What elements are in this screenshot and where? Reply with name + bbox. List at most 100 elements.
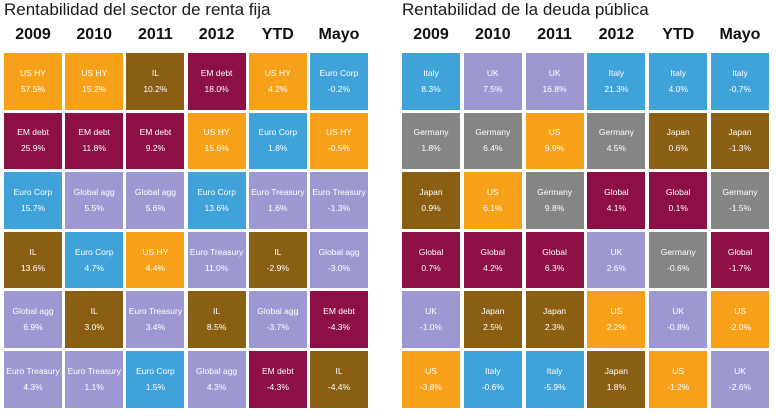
cell-label: US	[610, 306, 623, 317]
table-cell: Germany -1.5%	[711, 172, 769, 229]
cell-value: 15.6%	[204, 143, 229, 154]
cell-value: 10.2%	[143, 83, 168, 94]
cell-label: EM debt	[323, 306, 355, 317]
table-cell: US HY -0.5%	[310, 112, 368, 170]
cell-label: Japan	[419, 186, 443, 197]
table-cell: Euro Treasury 1.6%	[248, 172, 307, 229]
table-cell: Japan -1.3%	[711, 112, 769, 170]
cell-label: Global	[727, 246, 753, 257]
cell-label: Germany	[660, 246, 696, 257]
cell-value: 11.0%	[204, 262, 229, 273]
cell-label: IL	[213, 306, 221, 317]
cell-label: Italy	[546, 365, 563, 376]
table-cell: Euro Corp 15.7%	[4, 172, 62, 229]
cell-value: -3.8%	[419, 381, 443, 392]
cell-value: -0.6%	[667, 262, 690, 273]
cell-value: 1.6%	[268, 202, 288, 213]
cell-label: EM debt	[17, 127, 49, 138]
cell-label: Japan	[728, 127, 752, 138]
table-cell: Global agg -3.0%	[310, 231, 368, 289]
table-cell: Global agg -3.7%	[248, 291, 307, 348]
cell-label: Germany	[537, 186, 573, 197]
cell-label: Japan	[481, 306, 505, 317]
table-cell: EM debt 18.0%	[187, 53, 246, 110]
table-cell: EM debt 9.2%	[126, 112, 185, 170]
cell-label: Germany	[475, 127, 511, 138]
cell-value: 8.3%	[421, 83, 441, 94]
table-cell: Japan 2.3%	[525, 291, 584, 348]
cell-label: UK	[734, 365, 746, 376]
table-cell: Euro Treasury 4.3%	[4, 351, 62, 408]
cell-label: Japan	[604, 365, 628, 376]
table-cell: Global agg 5.6%	[126, 172, 185, 229]
table-cell: Global agg 6.9%	[4, 291, 62, 348]
cell-label: US	[486, 186, 499, 197]
table-cell: Japan 1.8%	[587, 351, 646, 408]
cell-value: 4.2%	[268, 83, 288, 94]
cell-value: 7.5%	[483, 83, 503, 94]
table-cell: Italy -0.7%	[711, 53, 769, 110]
table-cell: Germany -0.6%	[649, 231, 708, 289]
table-cell: Japan 0.9%	[402, 172, 460, 229]
cell-value: -2.0%	[728, 322, 752, 333]
cell-value: -0.6%	[481, 381, 504, 392]
table-cell: EM debt 11.8%	[65, 112, 124, 170]
cell-value: 9.8%	[544, 202, 565, 213]
table-cell: US -2.0%	[711, 291, 769, 348]
table-cell: Euro Treasury 1.1%	[65, 351, 124, 408]
cell-label: Italy	[608, 67, 625, 78]
table-cell: Germany 4.5%	[587, 112, 646, 170]
table-cell: Italy 8.3%	[402, 53, 460, 110]
cell-label: US	[734, 306, 746, 317]
table-cell: UK -2.6%	[711, 351, 769, 408]
cell-label: IL	[151, 67, 159, 78]
cell-label: IL	[29, 246, 37, 257]
cell-value: 13.6%	[20, 262, 46, 273]
sector-returns-title: Rentabilidad del sector de renta fija	[4, 0, 271, 19]
cell-value: 2.5%	[483, 322, 503, 333]
table-cell: US HY 4.4%	[126, 231, 185, 289]
table-cell: Global agg 5.5%	[65, 172, 124, 229]
cell-value: 5.5%	[84, 202, 104, 213]
cell-value: 1.8%	[606, 381, 627, 392]
column-header: YTD	[261, 26, 294, 43]
cell-value: 0.6%	[668, 143, 688, 154]
cell-label: Global agg	[196, 365, 238, 376]
cell-value: -1.2%	[667, 381, 690, 392]
column-header: 2009	[15, 26, 51, 43]
table-cell: US 2.2%	[587, 291, 646, 348]
cell-label: Global	[604, 186, 629, 197]
cell-label: EM debt	[261, 365, 294, 376]
table-cell: IL -2.9%	[248, 231, 307, 289]
cell-label: Euro Treasury	[189, 246, 244, 257]
cell-label: Italy	[423, 67, 439, 78]
table-cell: Italy -5.9%	[525, 351, 584, 408]
table-cell: IL 10.2%	[126, 53, 185, 110]
cell-label: Global	[418, 246, 444, 257]
cell-label: Germany	[722, 186, 758, 197]
cell-value: -1.5%	[728, 202, 752, 213]
cell-label: Euro Treasury	[251, 186, 305, 197]
cell-value: 4.3%	[206, 381, 227, 392]
cell-label: Global agg	[12, 306, 54, 317]
table-cell: US -1.2%	[649, 351, 708, 408]
cell-value: 0.1%	[668, 202, 688, 213]
column-header: 2011	[537, 26, 572, 43]
table-cell: IL 13.6%	[4, 231, 62, 289]
column-header: 2009	[413, 26, 449, 43]
table-cell: Euro Corp 1.8%	[248, 112, 307, 170]
cell-value: 6.3%	[544, 262, 565, 273]
cell-value: 18.0%	[204, 83, 229, 94]
column-header: 2012	[198, 26, 235, 43]
cell-label: UK	[425, 306, 437, 317]
cell-label: US	[425, 365, 437, 376]
column-header: Mayo	[318, 26, 360, 43]
table-cell: Global 0.1%	[649, 172, 708, 229]
cell-label: EM debt	[200, 67, 233, 78]
cell-label: Japan	[543, 306, 567, 317]
cell-label: Global agg	[257, 306, 299, 317]
cell-value: 21.3%	[604, 83, 629, 94]
cell-label: UK	[672, 306, 685, 317]
table-cell: IL 3.0%	[65, 291, 124, 348]
table-cell: Germany 6.4%	[463, 112, 522, 170]
